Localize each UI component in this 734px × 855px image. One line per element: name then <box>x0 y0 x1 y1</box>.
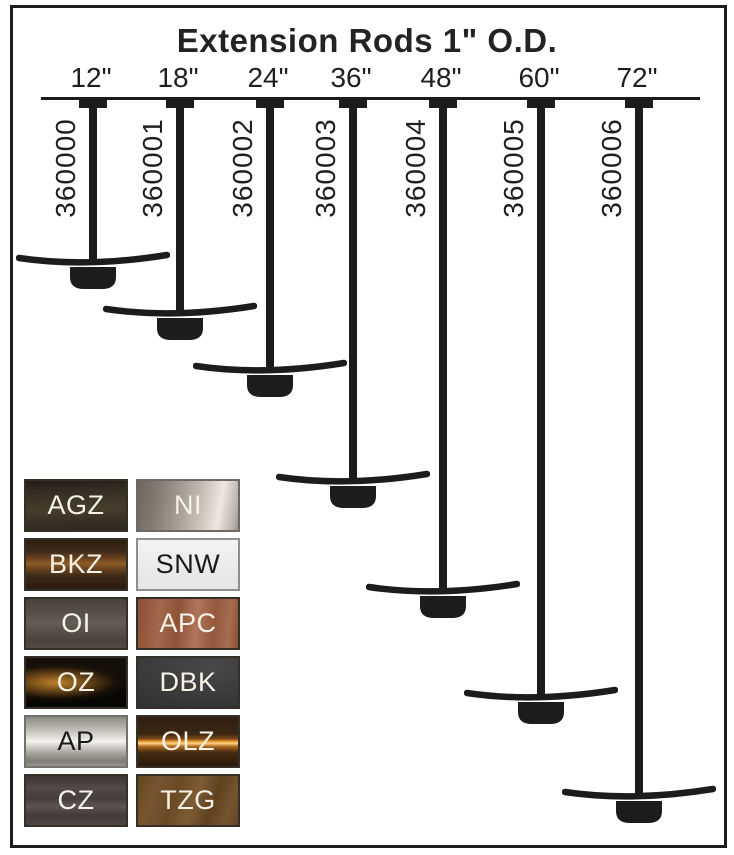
rod-size-label: 36" <box>330 62 372 93</box>
finish-code-label: AP <box>57 726 95 756</box>
rod-line <box>176 98 184 312</box>
rod-line <box>635 98 643 795</box>
figure-title: Extension Rods 1" O.D. <box>176 22 558 59</box>
finish-swatch-ni: NI <box>136 479 240 532</box>
finish-swatch-olz: OLZ <box>136 715 240 768</box>
finish-code-label: TZG <box>160 785 216 815</box>
rod-line <box>349 98 357 480</box>
ceiling-fan-icon <box>276 470 430 508</box>
finish-code-label: BKZ <box>48 549 103 579</box>
rod-size-label: 72" <box>616 62 658 93</box>
figure-frame <box>10 5 727 848</box>
finish-swatch-agz: AGZ <box>24 479 128 532</box>
finish-swatch-oz: OZ <box>24 656 128 709</box>
rod-size-label: 60" <box>518 62 560 93</box>
finish-swatch-snw: SNW <box>136 538 240 591</box>
finish-code-label: DBK <box>159 667 217 697</box>
finish-code-label: APC <box>159 608 217 638</box>
rod-size-label: 48" <box>420 62 462 93</box>
ceiling-line <box>41 97 700 100</box>
finish-swatch-tzg: TZG <box>136 774 240 827</box>
finish-swatch-dbk: DBK <box>136 656 240 709</box>
ceiling-fan-icon <box>366 580 520 618</box>
ceiling-fan-icon <box>16 251 170 289</box>
finish-code-label: AGZ <box>47 490 105 520</box>
rod-line <box>439 98 447 590</box>
ceiling-fan-icon <box>193 359 347 397</box>
rod-line <box>89 98 97 261</box>
finish-code-label: OI <box>61 608 91 638</box>
finish-code-label: OZ <box>56 667 96 697</box>
finish-swatch-apc: APC <box>136 597 240 650</box>
ceiling-fan-icon <box>103 302 257 340</box>
finish-swatch-cz: CZ <box>24 774 128 827</box>
finish-swatch-bkz: BKZ <box>24 538 128 591</box>
finish-swatch-ap: AP <box>24 715 128 768</box>
finish-code-label: OLZ <box>160 726 215 756</box>
finish-swatch-oi: OI <box>24 597 128 650</box>
rod-size-label: 24" <box>247 62 289 93</box>
rod-code-label: 360006 <box>596 118 627 218</box>
rod-size-label: 18" <box>157 62 199 93</box>
rod-line <box>266 98 274 369</box>
finish-code-label: CZ <box>57 785 95 815</box>
ceiling-fan-icon <box>562 785 716 823</box>
ceiling-fan-icon <box>464 686 618 724</box>
finish-code-label: NI <box>174 490 202 520</box>
finish-code-label: SNW <box>155 549 221 579</box>
rod-line <box>537 98 545 696</box>
finish-legend: AGZ NI BKZ SNW OI APC OZ DBK AP OLZ CZ T… <box>24 479 240 827</box>
rod-size-label: 12" <box>70 62 112 93</box>
